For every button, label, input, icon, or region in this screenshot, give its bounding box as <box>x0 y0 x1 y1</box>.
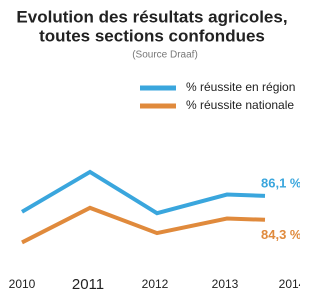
x-tick-label: 2011 <box>72 276 104 293</box>
data-label: 86,1 % <box>261 175 300 190</box>
data-label: 84,3 % <box>261 227 300 242</box>
x-tick-label: 2013 <box>212 277 239 291</box>
chart-title: Evolution des résultats agricoles, <box>16 7 287 26</box>
x-tick-label: 2014 <box>279 277 300 291</box>
legend-label: % réussite en région <box>186 80 295 94</box>
legend-label: % réussite nationale <box>186 98 294 112</box>
x-tick-label: 2010 <box>9 277 36 291</box>
chart-title: toutes sections confondues <box>39 26 265 45</box>
chart: Evolution des résultats agricoles, toute… <box>9 7 300 293</box>
x-tick-label: 2012 <box>142 277 169 291</box>
chart-subtitle: (Source Draaf) <box>132 50 198 61</box>
series-line <box>20 169 266 216</box>
series-line <box>21 205 266 245</box>
